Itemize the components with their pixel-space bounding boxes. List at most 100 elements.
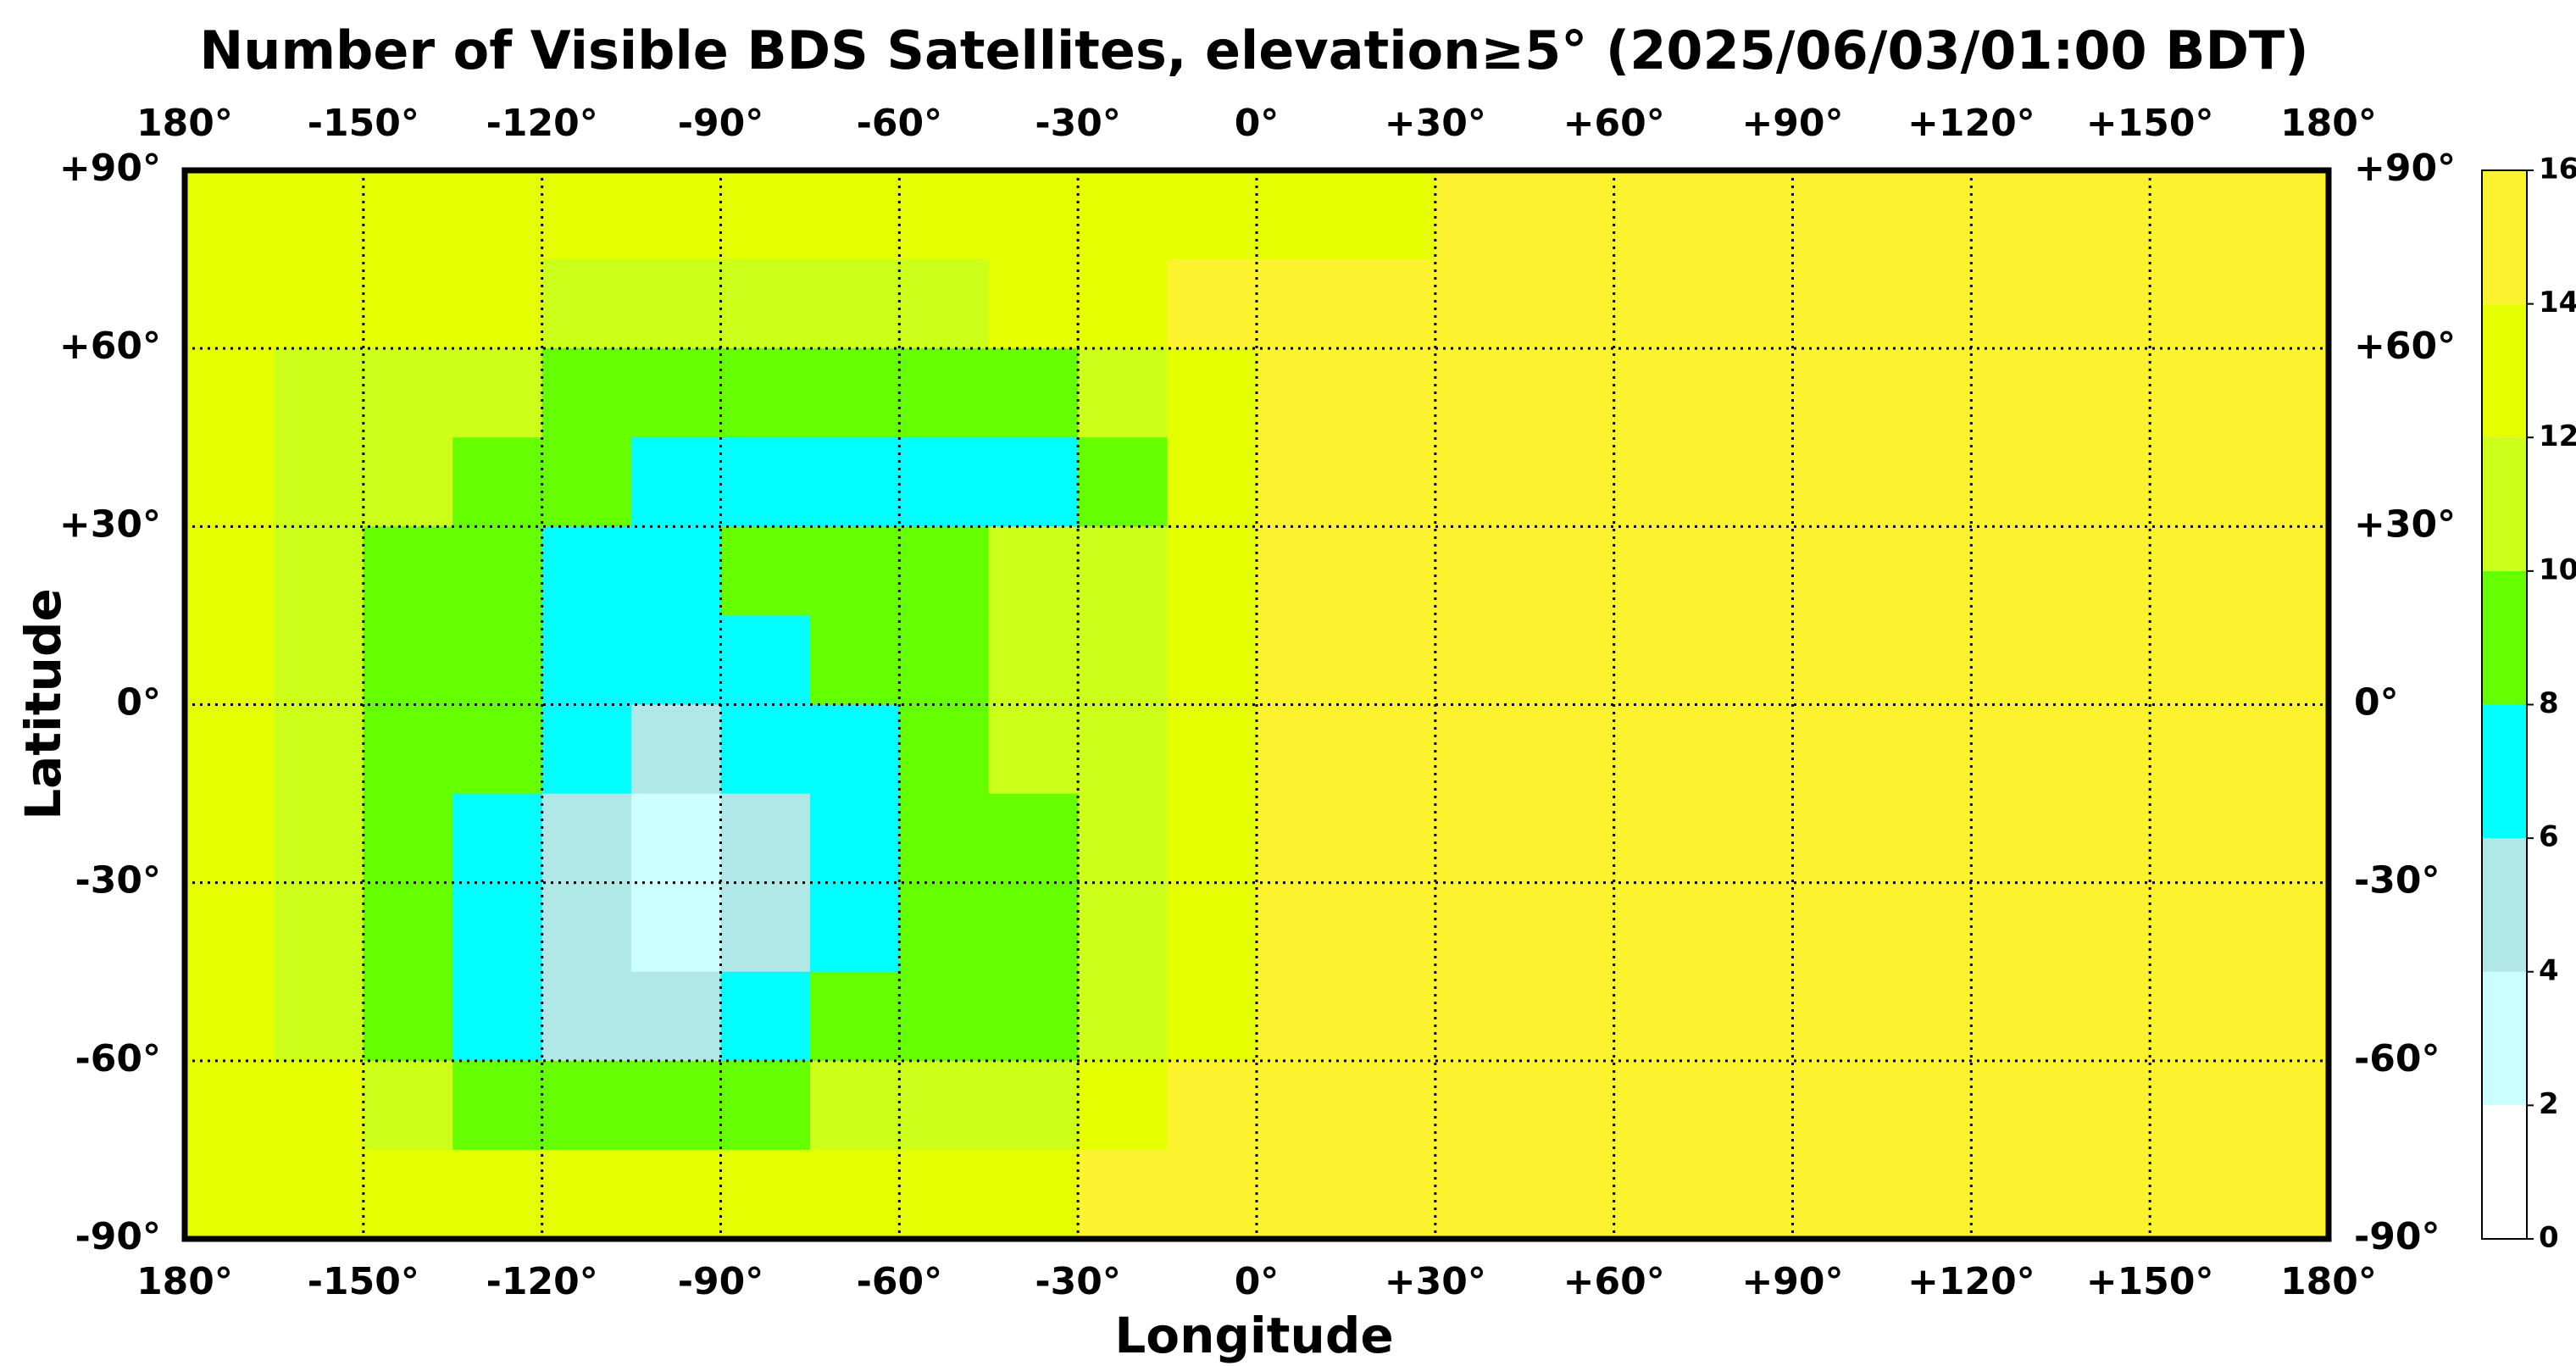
heat-cell xyxy=(2060,526,2151,616)
heat-cell xyxy=(809,1149,900,1240)
heat-cell xyxy=(988,259,1079,349)
heat-cell xyxy=(1881,348,1972,438)
heat-cell xyxy=(809,793,900,884)
heat-cell xyxy=(1792,1060,1883,1151)
colorbar-tick-label: 2 xyxy=(2539,1087,2559,1121)
colorbar-tick-label: 6 xyxy=(2539,820,2559,854)
heat-cell xyxy=(1881,615,1972,705)
heat-cell xyxy=(274,437,364,527)
heat-cell xyxy=(631,704,721,795)
y-tick-label: -60° xyxy=(2354,1037,2440,1080)
heat-cell xyxy=(541,971,632,1062)
heat-cell xyxy=(274,971,364,1062)
heat-cell xyxy=(899,259,990,349)
heat-cell xyxy=(1257,437,1346,527)
heat-cell xyxy=(1524,1149,1615,1240)
colorbar-swatch xyxy=(2482,971,2527,1106)
heat-cell xyxy=(899,793,990,884)
x-tick-label: -30° xyxy=(1035,1260,1121,1303)
heat-cell xyxy=(1881,170,1972,260)
labels: 180° 180° -150° -150° -120° -120° -90° -90° -60°… xyxy=(59,102,2456,1303)
heat-cell xyxy=(274,170,364,260)
heat-cell xyxy=(185,1149,275,1240)
heat-cell xyxy=(899,526,990,616)
heat-cell xyxy=(1078,348,1169,438)
heat-cell xyxy=(1613,1060,1704,1151)
heat-cell xyxy=(1792,526,1883,616)
x-tick-label: +30° xyxy=(1385,102,1486,145)
heat-cell xyxy=(1167,882,1257,973)
heat-cell xyxy=(363,704,453,795)
heat-cell xyxy=(452,704,543,795)
heat-cell xyxy=(541,1149,632,1240)
heat-cell xyxy=(2150,971,2240,1062)
heat-cell xyxy=(541,259,632,349)
heat-cell xyxy=(1971,526,2062,616)
heat-cell xyxy=(1703,348,1793,438)
heat-cell xyxy=(1703,882,1793,973)
heat-cell xyxy=(1167,1060,1257,1151)
heat-cell xyxy=(809,971,900,1062)
heat-cell xyxy=(363,526,453,616)
heat-cell xyxy=(1346,971,1436,1062)
heat-cell xyxy=(988,1060,1079,1151)
heat-cell xyxy=(720,882,811,973)
heat-cell xyxy=(1792,615,1883,705)
heat-cell xyxy=(1881,882,1972,973)
heat-cell xyxy=(1524,170,1615,260)
y-tick-label: 0° xyxy=(2354,681,2399,725)
heat-cell xyxy=(720,971,811,1062)
heat-cell xyxy=(1524,971,1615,1062)
heat-cell xyxy=(1703,170,1793,260)
y-tick-label: -90° xyxy=(2354,1215,2440,1258)
heat-cell xyxy=(1167,526,1257,616)
heat-cell xyxy=(2060,793,2151,884)
heat-cell xyxy=(809,615,900,705)
heat-cell xyxy=(363,348,453,438)
heat-cell xyxy=(720,1060,811,1151)
heat-cell xyxy=(1792,793,1883,884)
heat-cell xyxy=(1167,704,1257,795)
x-tick-label: -150° xyxy=(308,102,419,145)
heat-cell xyxy=(1971,170,2062,260)
heat-cell xyxy=(274,1060,364,1151)
heat-cell xyxy=(2060,1060,2151,1151)
heat-cell xyxy=(2060,259,2151,349)
heat-cell xyxy=(988,615,1079,705)
heat-cell xyxy=(452,793,543,884)
y-tick-label: -30° xyxy=(2354,859,2440,902)
heat-cell xyxy=(720,615,811,705)
heat-cell xyxy=(1167,615,1257,705)
colorbar-swatch xyxy=(2482,1105,2527,1239)
heat-cell xyxy=(541,1060,632,1151)
y-tick-label: -60° xyxy=(75,1037,162,1080)
heat-cell xyxy=(185,437,275,527)
heat-cell xyxy=(541,615,632,705)
heat-cell xyxy=(988,170,1079,260)
heat-cell xyxy=(452,971,543,1062)
heat-cell xyxy=(1435,259,1525,349)
heat-cell xyxy=(1792,170,1883,260)
heat-cell xyxy=(631,348,721,438)
map-frame xyxy=(181,167,2332,1242)
heat-cell xyxy=(1257,704,1346,795)
heat-cell xyxy=(185,259,275,349)
heat-cell xyxy=(452,348,543,438)
x-tick-label: -120° xyxy=(486,102,598,145)
heat-cell xyxy=(631,971,721,1062)
heat-cell xyxy=(1346,170,1436,260)
heat-cell xyxy=(1613,170,1704,260)
heat-cell xyxy=(1435,704,1525,795)
heat-cell xyxy=(1435,615,1525,705)
colorbar-swatch xyxy=(2482,838,2527,972)
heat-cell xyxy=(541,793,632,884)
heat-cell xyxy=(2060,170,2151,260)
x-tick-label: -90° xyxy=(678,1260,764,1303)
heat-cell xyxy=(1435,170,1525,260)
heat-cell xyxy=(2150,170,2240,260)
heat-cell xyxy=(1524,1060,1615,1151)
heat-cell xyxy=(2150,1149,2240,1240)
heat-cell xyxy=(1792,1149,1883,1240)
heat-cell xyxy=(720,793,811,884)
heat-cell xyxy=(631,526,721,616)
